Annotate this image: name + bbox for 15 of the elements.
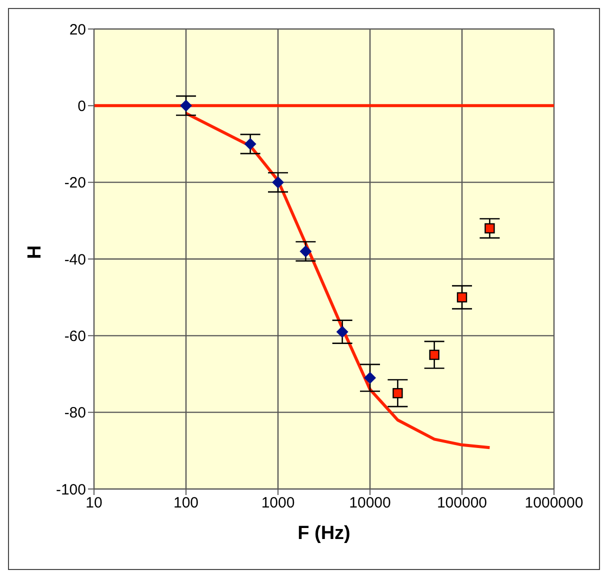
x-axis-title: F (Hz) xyxy=(298,523,350,544)
x-tick-label: 100000 xyxy=(436,494,488,512)
x-tick-label: 10 xyxy=(86,494,102,512)
x-tick-label: 1000000 xyxy=(524,494,584,512)
y-tick-label: -60 xyxy=(64,328,86,345)
y-tick-label: 20 xyxy=(69,21,86,38)
x-tick-label: 10000 xyxy=(349,494,391,512)
x-tick-label: 100 xyxy=(173,494,199,512)
y-tick-label: -40 xyxy=(64,251,86,268)
y-tick-label: 0 xyxy=(78,98,86,115)
y-tick-label: -100 xyxy=(56,481,86,498)
y-tick-label: -20 xyxy=(64,174,86,192)
y-tick-label: -80 xyxy=(64,404,86,422)
x-tick-label: 1000 xyxy=(261,494,295,512)
y-axis-title: H xyxy=(24,245,46,259)
